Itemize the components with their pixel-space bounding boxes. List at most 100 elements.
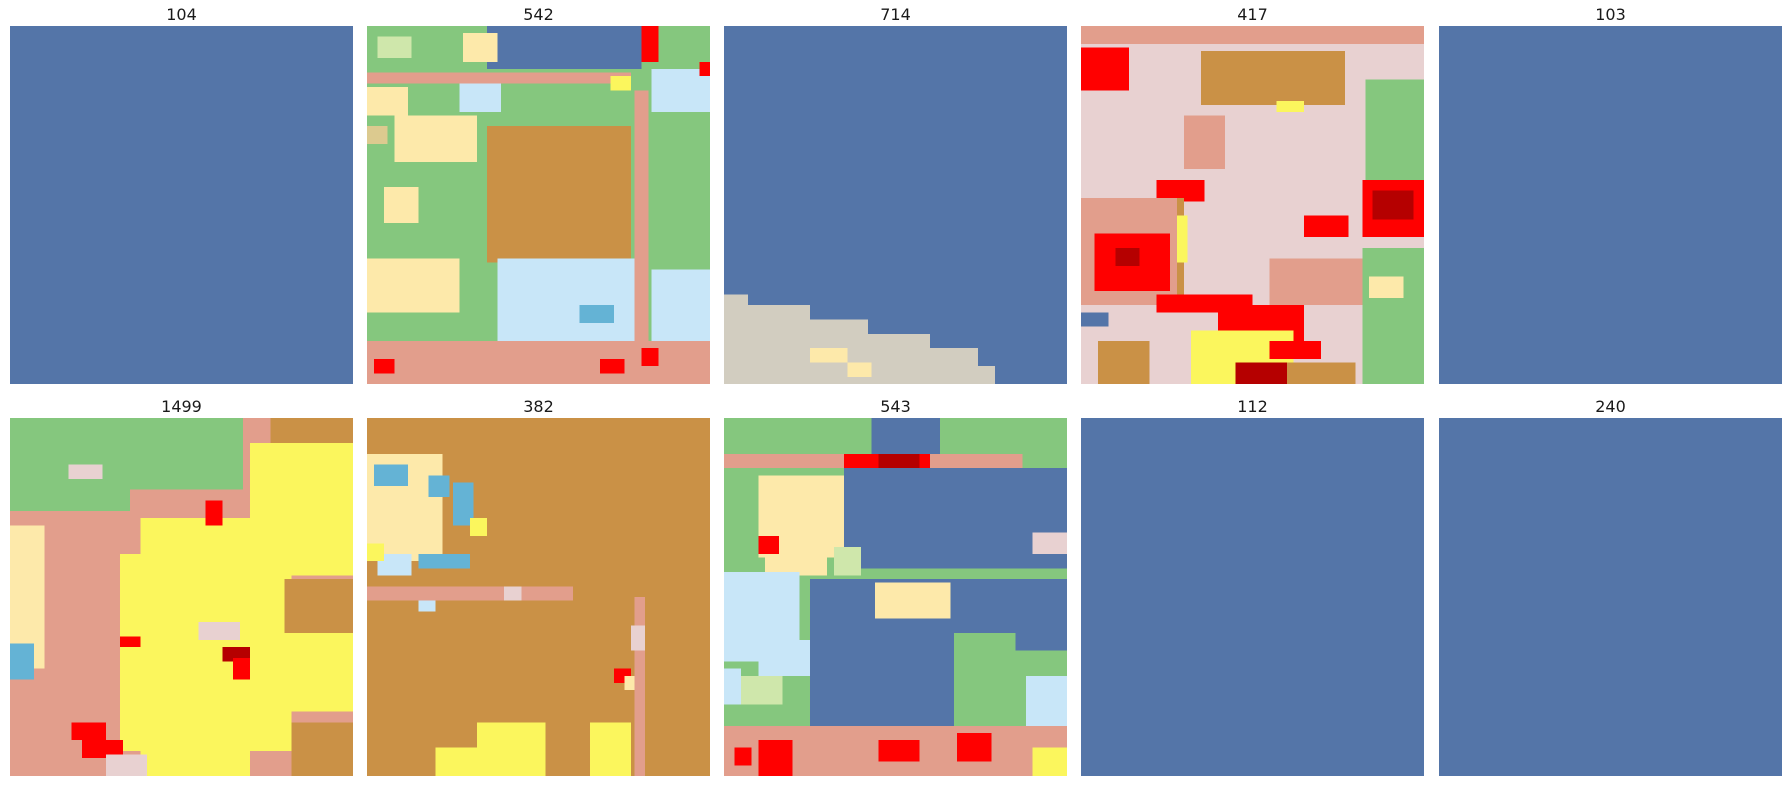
landcover-patch-crop <box>874 582 951 619</box>
landcover-patch-dev-low <box>1081 26 1424 44</box>
panel-title: 382 <box>523 397 554 416</box>
land-cover-map <box>1081 418 1424 776</box>
landcover-patch-pasture <box>250 443 353 576</box>
landcover-patch-mixed <box>741 675 783 705</box>
landcover-patch-wetland <box>418 600 436 612</box>
landcover-patch-grass <box>1362 247 1424 384</box>
landcover-patch-wetland-dark <box>452 482 474 526</box>
landcover-patch-barren <box>724 294 749 384</box>
landcover-patch-dev-med <box>1269 341 1322 359</box>
land-cover-map <box>724 418 1067 776</box>
landcover-patch-wetland <box>497 258 642 342</box>
panel-title: 542 <box>523 5 554 24</box>
landcover-patch-mixed <box>833 546 862 576</box>
land-cover-map <box>10 418 353 776</box>
landcover-patch-dev-open <box>504 586 522 601</box>
landcover-patch-forest <box>1286 362 1356 384</box>
landcover-patch-wetland <box>651 269 710 342</box>
panel-title: 714 <box>880 5 911 24</box>
land-cover-map <box>1439 26 1782 384</box>
landcover-patch-dev-med <box>119 636 141 648</box>
landcover-patch-wetland-dark <box>418 554 470 569</box>
land-cover-map <box>1081 26 1424 384</box>
landcover-patch-grass <box>10 418 244 490</box>
landcover-patch-wetland <box>758 639 810 676</box>
landcover-patch-dev-med <box>82 740 124 759</box>
landcover-patch-water <box>871 418 941 461</box>
landcover-patch-dev-high <box>1372 190 1414 220</box>
landcover-patch-crop <box>394 115 477 163</box>
landcover-patch-crop <box>367 86 409 116</box>
landcover-patch-wetland <box>377 554 412 576</box>
panel-title: 1499 <box>161 397 202 416</box>
landcover-patch-dev-med <box>1303 215 1349 238</box>
landcover-patch-pasture <box>469 518 488 537</box>
landcover-patch-crop <box>367 258 460 313</box>
landcover-patch-dev-low <box>367 72 632 84</box>
map-background <box>1081 418 1424 776</box>
land-cover-map <box>367 418 710 776</box>
panel-title: 240 <box>1595 397 1626 416</box>
landcover-patch-wetland-dark <box>373 464 409 487</box>
landcover-patch-barren <box>922 366 995 384</box>
landcover-patch-dev-med <box>758 536 779 555</box>
landcover-patch-dev-med <box>641 26 659 62</box>
landcover-patch-dev-med <box>232 657 251 680</box>
landcover-patch-dev-low <box>634 597 645 776</box>
panel-title: 417 <box>1237 5 1268 24</box>
landcover-patch-grass <box>10 489 131 512</box>
landcover-patch-dev-med <box>641 348 659 367</box>
land-cover-map <box>10 26 353 384</box>
landcover-patch-wetland-dark <box>10 643 35 680</box>
landcover-patch-dev-low <box>367 586 573 601</box>
landcover-patch-pasture <box>589 722 632 776</box>
landcover-patch-dev-med <box>71 722 107 741</box>
landcover-patch-pasture <box>1177 215 1188 263</box>
landcover-patch-crop <box>1369 276 1404 299</box>
landcover-patch-dev-med <box>734 747 752 766</box>
landcover-patch-dev-med <box>957 733 992 762</box>
landcover-patch-dev-med <box>699 61 710 77</box>
landcover-patch-forest <box>284 579 353 644</box>
landcover-patch-dev-open <box>106 754 148 776</box>
landcover-patch-water <box>1081 312 1109 327</box>
panel-title: 103 <box>1595 5 1626 24</box>
landcover-patch-mixed <box>377 36 412 59</box>
land-cover-map <box>367 26 710 384</box>
landcover-patch-pasture <box>1032 747 1067 776</box>
landcover-patch-crop <box>809 348 848 363</box>
landcover-patch-dev-high <box>222 647 251 662</box>
landcover-patch-dev-med <box>373 358 395 374</box>
map-background <box>1439 26 1782 384</box>
landcover-patch-shrub <box>367 126 388 145</box>
map-background <box>1439 418 1782 776</box>
landcover-patch-wetland-dark <box>428 475 450 497</box>
landcover-patch-wetland <box>459 83 501 112</box>
landcover-patch-pasture <box>476 722 546 776</box>
landcover-patch-crop <box>384 187 419 223</box>
landcover-patch-pasture <box>250 632 353 712</box>
landcover-patch-forest <box>270 418 353 444</box>
landcover-patch-forest <box>487 126 632 263</box>
landcover-patch-forest <box>1098 341 1150 384</box>
landcover-patch-forest <box>291 722 353 776</box>
landcover-patch-crop <box>463 33 498 62</box>
landcover-patch-water <box>809 632 954 726</box>
landcover-patch-dev-low <box>1183 115 1226 170</box>
landcover-patch-dev-low <box>634 90 649 384</box>
landcover-patch-grass <box>953 632 1016 712</box>
landcover-patch-grass <box>1365 79 1424 188</box>
land-cover-map <box>724 26 1067 384</box>
landcover-patch-pasture <box>435 747 488 776</box>
landcover-patch-dev-med <box>758 740 793 776</box>
landcover-patch-dev-med <box>878 740 920 762</box>
landcover-patch-water <box>487 26 642 69</box>
landcover-patch-dev-open <box>68 464 103 479</box>
panel-title: 104 <box>166 5 197 24</box>
landcover-patch-water <box>844 468 1067 569</box>
landcover-patch-dev-high <box>1235 362 1287 384</box>
landcover-patch-crop <box>624 675 635 691</box>
landcover-patch-pasture <box>1276 101 1304 112</box>
landcover-patch-wetland-dark <box>579 305 614 324</box>
panel-title: 543 <box>880 397 911 416</box>
